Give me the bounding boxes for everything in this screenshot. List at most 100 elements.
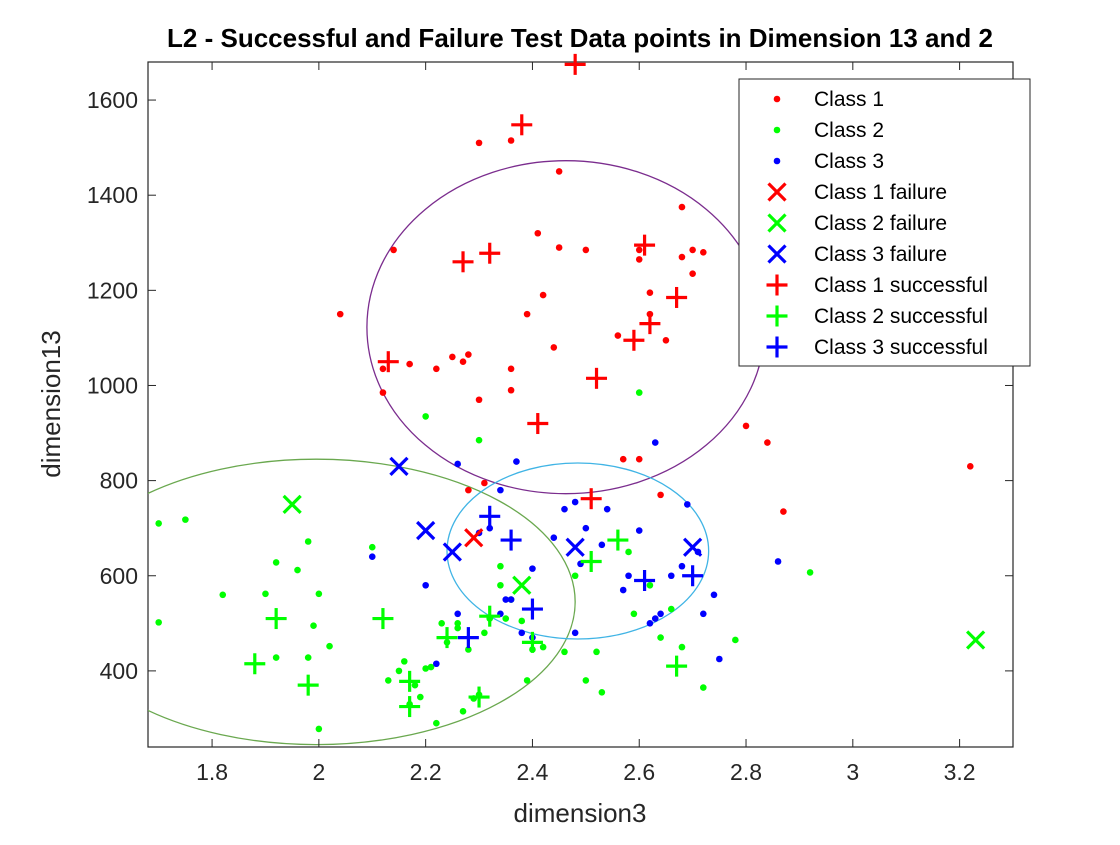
series-2-point-47 [635, 389, 643, 396]
series-5-point-2 [512, 575, 532, 595]
series-2-point-27 [454, 624, 461, 632]
series-3-point-11 [513, 458, 520, 465]
series-9-point-1 [457, 627, 479, 649]
series-5-point-1 [282, 494, 302, 515]
series-3-point-25 [646, 620, 654, 627]
series-8-point-3 [297, 674, 319, 696]
series-1-point-3 [555, 168, 563, 175]
series-2-point-28 [454, 620, 461, 627]
series-2-point-29 [459, 708, 467, 715]
ellipse-2 [148, 458, 576, 746]
series-1-point-10 [449, 353, 456, 361]
series-1-point-2 [507, 137, 515, 144]
series-8-point-8 [468, 686, 490, 708]
series-2-point-14 [315, 725, 323, 733]
legend-label-9: Class 3 successful [814, 336, 988, 359]
series-8-point-13 [666, 655, 688, 677]
series-3-point-23 [625, 572, 632, 580]
y-axis-label: dimension13 [36, 330, 66, 477]
series-1-point-16 [523, 310, 531, 318]
legend: Class 1 Class 2 Class 3 Class 1 failure Clas… [738, 78, 1031, 367]
series-3-point-5 [454, 610, 461, 618]
series-3-point-17 [571, 629, 579, 637]
series-2-point-50 [678, 643, 686, 651]
series-6-point-5 [682, 537, 703, 557]
series-1-point-23 [635, 246, 643, 254]
series-8-point-2 [265, 608, 287, 630]
series-7-point-10 [666, 286, 688, 308]
legend-label-3: Class 3 [814, 150, 884, 173]
series-2-point-33 [481, 629, 488, 637]
legend-marker-7 [766, 274, 788, 296]
series-6-point-1 [389, 456, 409, 476]
series-2-point-11 [310, 622, 317, 629]
series-2-point-4 [219, 591, 227, 599]
series-2-point-38 [518, 617, 526, 625]
series-3-point-33 [700, 610, 707, 618]
series-2-point-35 [497, 581, 504, 589]
series-1-point-28 [678, 203, 686, 211]
series-1-point-29 [678, 253, 686, 261]
legend-marker-5-stroke-b [767, 213, 787, 233]
series-2-point-15 [368, 543, 376, 551]
series-2-point-54 [422, 413, 429, 420]
series-1-point-11 [459, 358, 467, 365]
series-2-point-52 [732, 636, 739, 644]
series-2-point-42 [561, 648, 568, 656]
series-2-point-43 [582, 677, 590, 684]
series-2-point-6 [272, 559, 280, 566]
series-2-point-25 [438, 620, 445, 627]
series-2-point-23 [427, 663, 435, 671]
series-4-point-1 [464, 528, 484, 548]
x-tick-label-8: 3.2 [944, 759, 976, 785]
series-2-point-45 [598, 688, 606, 696]
series-6-point-4-stroke-b [565, 537, 585, 557]
series-1-point-15 [507, 386, 515, 394]
series-1-point-31 [689, 270, 696, 277]
y-tick-label-4: 1000 [87, 372, 138, 398]
series-3-point-28 [657, 610, 664, 618]
legend-marker-9 [766, 336, 788, 358]
series-1-point-17 [534, 229, 542, 237]
series-2-point-36 [502, 615, 510, 622]
series-2-point-49 [657, 634, 664, 641]
series-3-point-27 [651, 615, 659, 622]
series-1 [336, 137, 974, 515]
series-1-point-18 [539, 291, 547, 299]
series-2-point-1 [155, 520, 162, 527]
series-3-point-9 [502, 596, 510, 603]
series-1-point-6 [379, 389, 387, 396]
series-7-point-2 [511, 114, 533, 136]
series-1-point-34 [764, 439, 771, 446]
chart-title: L2 - Successful and Failure Test Data po… [167, 23, 993, 53]
series-2-point-3 [155, 619, 162, 626]
legend-marker-4 [767, 182, 787, 202]
series-2-point-16 [384, 677, 392, 684]
series-2-point-2 [182, 516, 189, 523]
series-2-point-53 [806, 569, 814, 576]
legend-marker-1 [773, 95, 781, 103]
y-tick-label-6: 1400 [87, 182, 138, 208]
series-1-point-14 [507, 365, 515, 373]
series-7 [377, 53, 688, 510]
x-tick-label-2: 2 [312, 759, 325, 785]
series-8-point-6 [399, 696, 421, 718]
series-8-point-12 [607, 529, 629, 551]
series-1-point-40 [635, 455, 643, 463]
series-1-point-38 [465, 486, 472, 494]
series-2-point-58 [667, 605, 675, 613]
legend-label-8: Class 2 successful [814, 305, 988, 328]
series-3-point-8 [497, 486, 504, 494]
series-6 [389, 456, 703, 562]
series-2-point-56 [571, 572, 579, 580]
series-2-point-13 [326, 642, 333, 650]
series-9-point-6 [682, 565, 704, 587]
x-tick-label-1: 1.8 [196, 759, 228, 785]
legend-box [738, 78, 1031, 367]
series-2-point-18 [400, 658, 408, 665]
x-tick-label-4: 2.4 [516, 759, 548, 785]
series-3-point-12 [518, 629, 526, 637]
series-8-point-1 [244, 653, 266, 675]
series-1-point-1 [475, 139, 483, 147]
